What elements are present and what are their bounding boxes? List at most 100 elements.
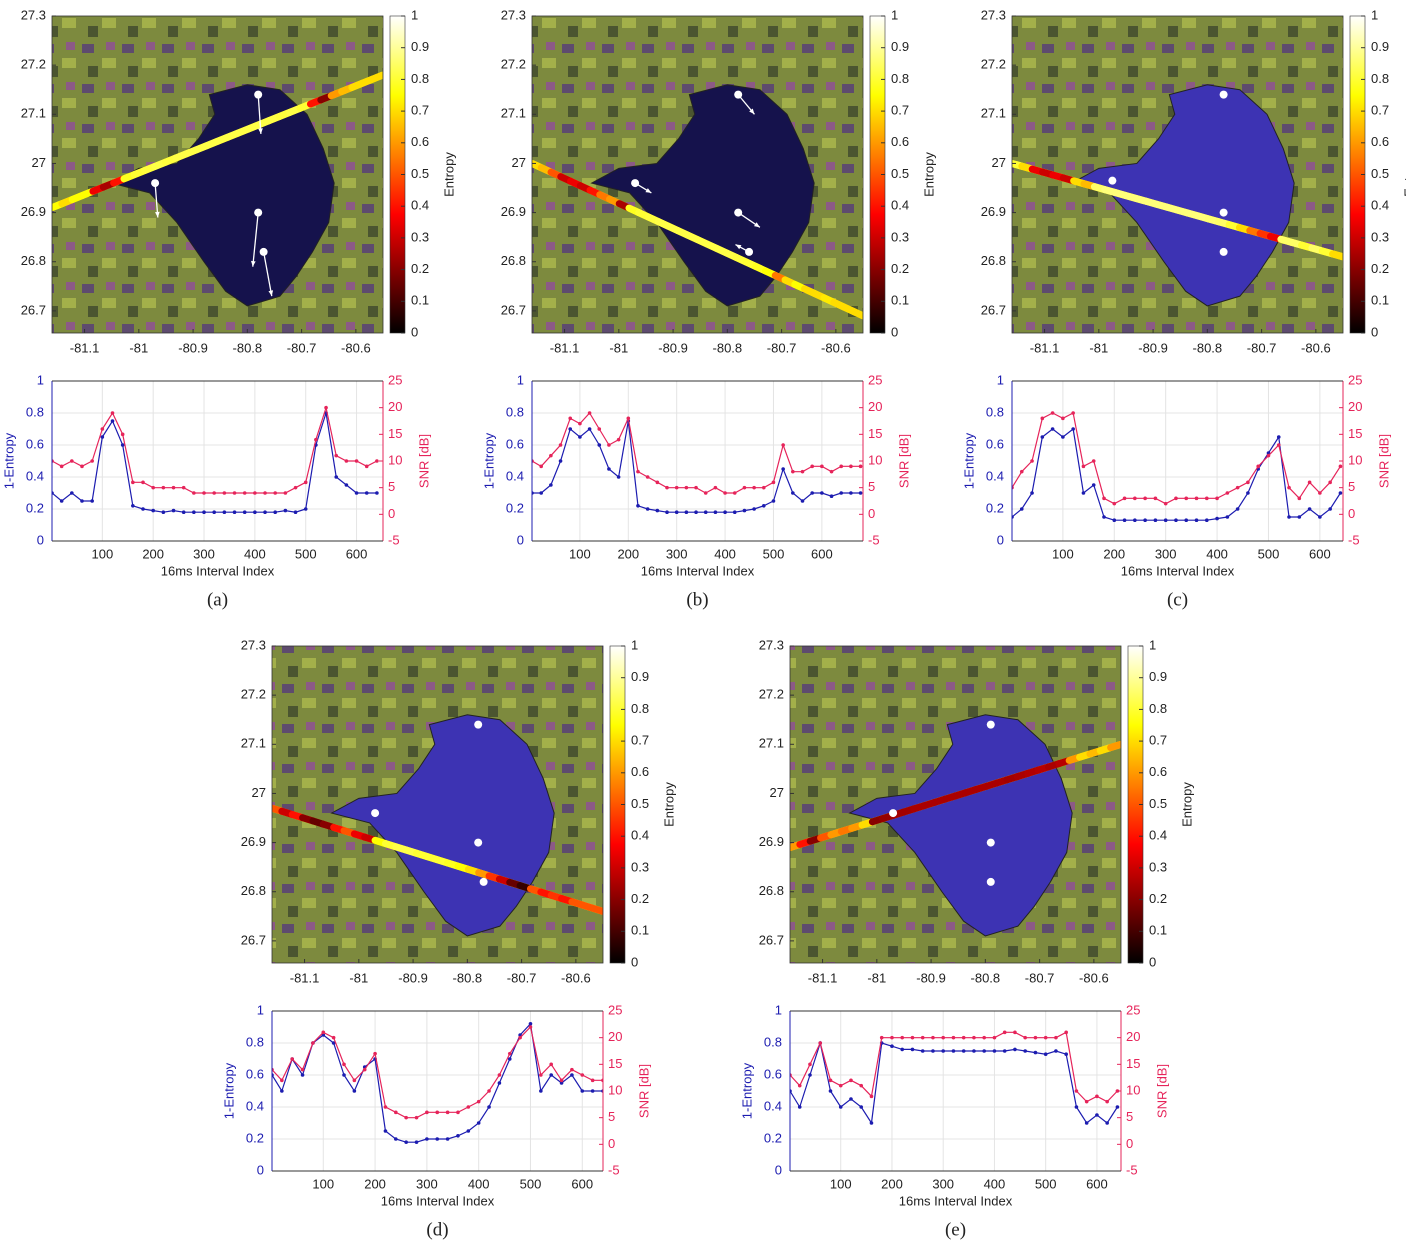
x-tick-label: 100: [312, 1176, 334, 1191]
caption: (d): [426, 1219, 448, 1240]
data-point: [732, 510, 737, 514]
data-point: [1153, 518, 1158, 522]
colorbar-tick-label: 0.7: [1371, 103, 1389, 118]
data-point: [941, 1035, 946, 1040]
data-point: [1276, 443, 1281, 447]
colorbar-tick-label: 0.6: [891, 134, 909, 149]
y-tick-label: 1: [997, 372, 1004, 387]
data-point: [800, 499, 805, 503]
data-point: [364, 491, 369, 495]
data-point: [1318, 491, 1322, 495]
y2-tick-label: 25: [608, 1002, 622, 1017]
data-point: [1163, 501, 1168, 506]
data-point: [253, 491, 257, 495]
x-tick-label: 600: [346, 546, 368, 561]
y2-tick-label: 5: [1126, 1109, 1133, 1124]
colorbar-tick-label: 0.1: [1371, 293, 1389, 308]
x-tick-label: 600: [571, 1176, 593, 1191]
arrow-head: [749, 108, 755, 115]
data-point: [859, 1105, 864, 1109]
wind-arrow: [154, 183, 159, 218]
x-tick-label: -81.1: [70, 340, 100, 355]
x-tick-label: -80.7: [1247, 340, 1277, 355]
data-point: [800, 469, 805, 474]
data-point: [425, 1110, 429, 1115]
data-point: [910, 1035, 915, 1040]
y-tick-label: 26.9: [241, 834, 266, 849]
buoy: [734, 208, 743, 217]
y-tick-label: 0.2: [986, 500, 1004, 515]
data-point: [476, 1121, 481, 1125]
data-point: [1297, 515, 1302, 519]
data-point: [1307, 480, 1312, 485]
colorbar-tick-label: 0.2: [891, 261, 909, 276]
series-line: [52, 412, 377, 513]
track-segment: [589, 904, 603, 915]
data-point: [120, 443, 125, 447]
data-point: [1084, 1121, 1089, 1125]
data-point: [1307, 507, 1312, 511]
wind-arrow: [252, 212, 259, 267]
y-tick-label: 0.8: [506, 404, 524, 419]
map-frame: [271, 645, 604, 964]
data-point: [549, 453, 553, 458]
colorbar-tick-label: 0.8: [891, 71, 909, 86]
data-point: [352, 1089, 357, 1093]
y2-axis-label: SNR [dB]: [1376, 434, 1391, 488]
data-point: [445, 1137, 450, 1141]
data-point: [636, 504, 640, 508]
arrow-head: [754, 222, 760, 228]
colorbar-tick-label: 0.1: [411, 293, 429, 308]
data-point: [120, 432, 125, 437]
data-point: [859, 1083, 864, 1088]
data-point: [314, 437, 318, 442]
data-point: [456, 1110, 460, 1115]
data-point: [616, 437, 621, 442]
y-axis-label: 1-Entropy: [481, 432, 496, 489]
y-tick-label: 27.2: [759, 687, 784, 702]
colorbar-tick-label: 0.8: [1149, 701, 1167, 716]
data-point: [1225, 491, 1230, 495]
map-frame: [531, 15, 864, 334]
y-tick-label: 0.6: [26, 436, 44, 451]
data-point: [344, 459, 349, 463]
data-point: [568, 427, 573, 431]
y2-axis-label: SNR [dB]: [1154, 1064, 1169, 1118]
data-point: [1115, 1105, 1120, 1109]
data-point: [890, 1044, 894, 1048]
data-point: [263, 491, 267, 495]
x-tick-label: 400: [1206, 546, 1228, 561]
x-tick-label: 300: [416, 1176, 438, 1191]
y-tick-label: 27: [32, 155, 46, 170]
data-point: [645, 475, 650, 479]
y-tick-label: 0.2: [506, 500, 524, 515]
arrow-head: [258, 128, 263, 134]
x-tick-label: 100: [91, 546, 113, 561]
y2-tick-label: 5: [868, 479, 875, 494]
data-point: [1256, 464, 1260, 469]
data-point: [703, 510, 708, 514]
line-panel: 100 200 300 400 500 600 0 0.2 0.4 0.6 0.8 1 -5 0 5 10 15…: [481, 372, 911, 610]
colorbar-tick-label: 0.7: [1149, 733, 1167, 748]
y-tick-label: 27: [252, 785, 266, 800]
x-tick-label: -80.7: [507, 970, 537, 985]
map-area: [532, 16, 863, 333]
data-point: [1133, 518, 1137, 522]
data-point: [616, 475, 621, 479]
y-tick-label: 1: [517, 372, 524, 387]
data-point: [293, 485, 298, 490]
data-point: [1122, 496, 1127, 501]
arrow-head: [645, 188, 652, 193]
data-point: [607, 467, 611, 471]
y-tick-label: 0.8: [986, 404, 1004, 419]
data-point: [849, 491, 853, 495]
data-point: [466, 1129, 471, 1133]
map-panel: -81.1 -81 -80.9 -80.8 -80.7 -80.6 26.7 26.8 26.9…: [759, 637, 1195, 985]
x-tick-label: -80.7: [1025, 970, 1055, 985]
series-line: [1012, 412, 1341, 505]
series-line: [1012, 427, 1341, 521]
data-point: [580, 1089, 585, 1093]
data-point: [414, 1140, 419, 1144]
buoy: [986, 720, 995, 729]
x-tick-label: 200: [881, 1176, 903, 1191]
